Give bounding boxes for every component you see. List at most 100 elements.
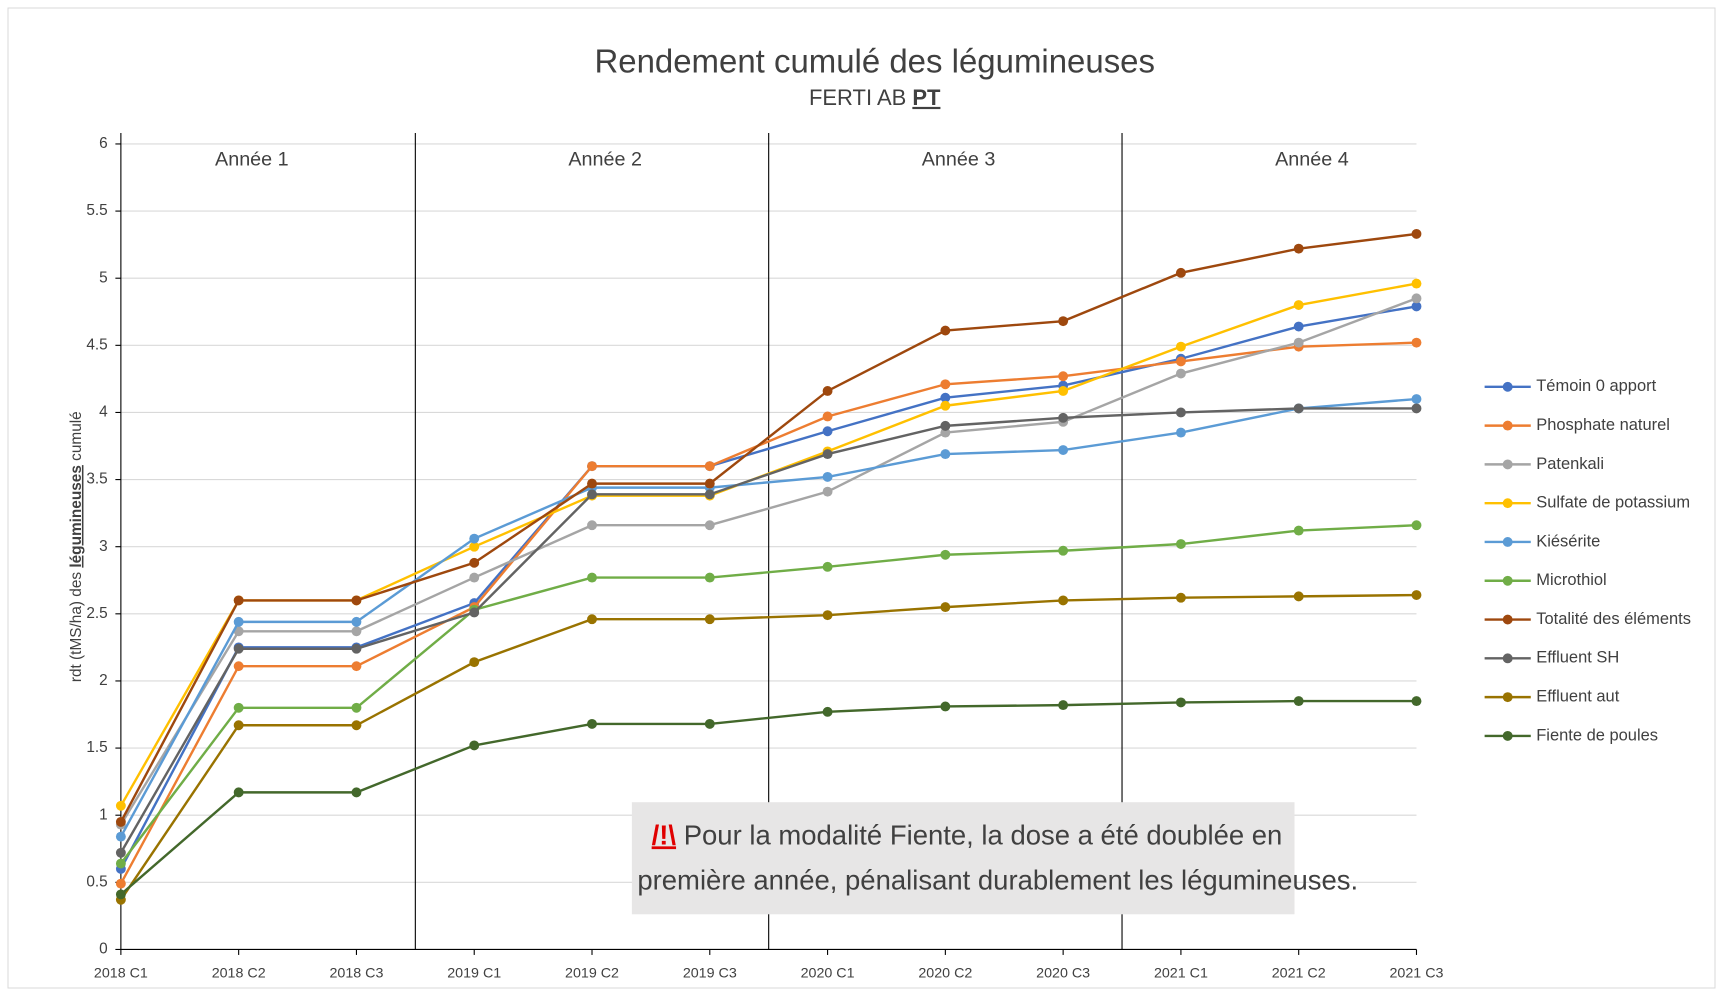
data-point — [1175, 592, 1186, 603]
legend-label: Microthiol — [1536, 571, 1606, 589]
data-point — [822, 486, 833, 497]
data-point — [704, 572, 715, 583]
y-tick-label: 4.5 — [86, 336, 107, 353]
data-point — [233, 595, 244, 606]
data-point — [1175, 267, 1186, 278]
data-point — [1411, 520, 1422, 531]
y-tick-label: 5.5 — [86, 202, 107, 219]
year-label: Année 1 — [215, 149, 289, 171]
note-text: première année, pénalisant durablement l… — [637, 865, 1358, 896]
data-point — [469, 607, 480, 618]
legend-label: Effluent SH — [1536, 649, 1619, 667]
year-label: Année 3 — [922, 149, 996, 171]
data-point — [704, 614, 715, 625]
data-point — [1411, 301, 1422, 312]
data-point — [940, 449, 951, 460]
data-point — [940, 701, 951, 712]
legend-label: Témoin 0 apport — [1536, 377, 1656, 395]
legend-marker — [1502, 459, 1513, 470]
y-tick-label: 3.5 — [86, 471, 107, 488]
year-label: Année 2 — [568, 149, 642, 171]
subtitle-text: FERTI AB — [809, 85, 906, 110]
y-tick-label: 5 — [99, 269, 108, 286]
data-point — [351, 643, 362, 654]
data-point — [587, 718, 597, 729]
data-point — [822, 706, 833, 717]
legend-marker — [1502, 381, 1513, 392]
data-point — [115, 889, 126, 900]
series-line — [119, 397, 1417, 838]
series-line — [120, 699, 1417, 896]
plot: Rendement cumulé des légumineuses FERTI A… — [68, 42, 1691, 981]
data-point — [1411, 337, 1422, 348]
y-tick-label: 1 — [99, 806, 108, 823]
data-point — [115, 831, 126, 842]
data-point — [1175, 341, 1186, 352]
data-point — [587, 520, 597, 531]
data-point — [469, 572, 480, 583]
x-tick-label: 2019 C1 — [447, 965, 501, 981]
data-point — [704, 520, 715, 531]
legend-marker — [1502, 653, 1513, 664]
data-point — [704, 461, 715, 472]
data-point — [1293, 591, 1304, 602]
data-point — [115, 878, 126, 889]
data-point — [1058, 445, 1069, 455]
series-line — [119, 524, 1417, 865]
subtitle-emphasis: PT — [912, 85, 941, 110]
data-point — [1411, 590, 1422, 600]
data-point — [1175, 539, 1186, 549]
legend-label: Effluent aut — [1536, 688, 1619, 706]
x-tick-label: 2020 C1 — [801, 965, 855, 981]
data-point — [1411, 403, 1422, 414]
data-point — [822, 610, 833, 621]
data-point — [115, 816, 126, 827]
chart-title: Rendement cumulé des légumineuses — [594, 42, 1155, 79]
data-point — [822, 471, 833, 482]
data-point — [587, 461, 597, 472]
data-point — [233, 616, 244, 627]
x-tick-label: 2021 C1 — [1154, 965, 1208, 981]
data-point — [1411, 293, 1422, 304]
legend-marker — [1502, 692, 1513, 703]
data-point — [587, 489, 597, 500]
data-point — [940, 392, 951, 403]
data-point — [940, 379, 951, 390]
data-point — [351, 616, 362, 627]
data-point — [1175, 407, 1186, 418]
y-tick-label: 2 — [99, 672, 108, 689]
data-point — [587, 572, 597, 583]
data-point — [1293, 321, 1304, 332]
y-tick-label: 6 — [99, 135, 108, 152]
data-point — [1293, 243, 1304, 254]
legend-marker — [1502, 575, 1513, 586]
legend-marker — [1502, 614, 1513, 625]
y-tick-label: 0 — [99, 941, 108, 958]
legend-label: Fiente de poules — [1536, 726, 1658, 744]
legend-label: Sulfate de potassium — [1536, 494, 1690, 512]
series-line — [119, 593, 1417, 901]
y-tick-label: 0.5 — [86, 873, 107, 890]
data-point — [704, 478, 715, 489]
y-label-part: rdt (tMS/ha) des — [68, 572, 85, 683]
data-point — [822, 561, 833, 572]
y-tick-label: 2.5 — [86, 605, 107, 622]
data-point — [822, 449, 833, 460]
x-tick-label: 2018 C2 — [212, 965, 266, 981]
y-tick-label: 4 — [99, 404, 108, 421]
data-point — [469, 740, 480, 751]
data-point — [587, 614, 597, 625]
data-point — [1293, 403, 1304, 414]
data-point — [1058, 371, 1069, 382]
note-box — [631, 802, 1295, 915]
x-tick-label: 2021 C2 — [1272, 965, 1326, 981]
data-point — [1058, 595, 1069, 606]
data-point — [1411, 696, 1422, 707]
data-point — [233, 787, 244, 798]
series-line — [119, 297, 1417, 826]
data-point — [1058, 700, 1069, 711]
note-line: Pour la modalité Fiente, la dose a été d… — [684, 820, 1283, 851]
data-point — [587, 478, 597, 489]
x-tick-label: 2020 C2 — [918, 965, 972, 981]
